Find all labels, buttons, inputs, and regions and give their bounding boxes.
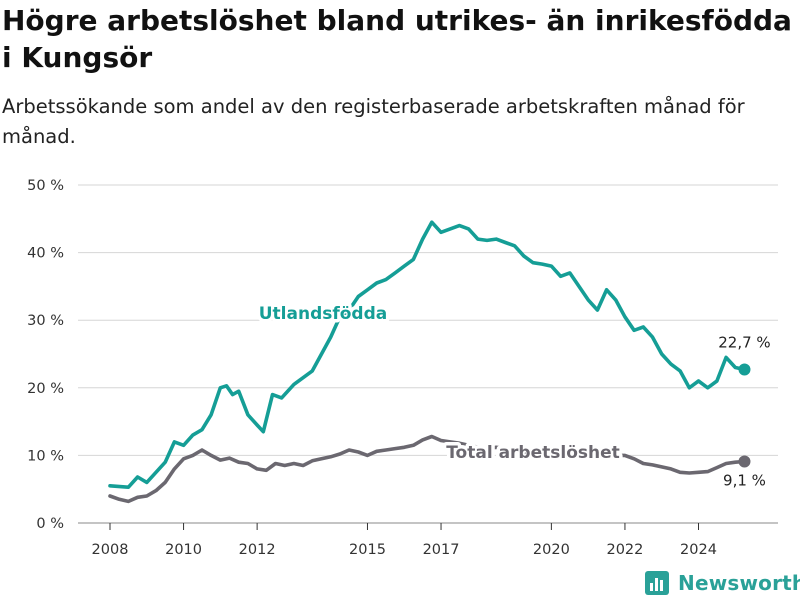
newsworthy-logo: Newsworthy <box>644 568 800 598</box>
axes: 0 % 10 % 20 % 30 % 40 % 50 % 2008 2010 2012 2015 2… <box>27 178 717 558</box>
x-tick-label: 2012 <box>239 542 276 558</box>
x-tick-label: 2015 <box>349 542 386 558</box>
series-end-marker <box>738 455 751 468</box>
series-lines <box>108 220 751 504</box>
y-tick-label: 20 % <box>27 381 64 397</box>
chart-subtitle: Arbetssökande som andel av den registerb… <box>2 95 745 148</box>
x-tick-label: 2017 <box>423 542 460 558</box>
y-tick-label: 0 % <box>36 516 64 532</box>
y-tick-label: 30 % <box>27 313 64 329</box>
y-tick-label: 50 % <box>27 178 64 194</box>
x-tick-label: 2020 <box>533 542 570 558</box>
series-name-halo: Utlandsfödda <box>259 304 388 324</box>
series-name-label: Total arbetslöshet <box>446 443 620 463</box>
series-end-value-label: 9,1 % <box>723 471 766 489</box>
newsworthy-logo-icon <box>645 571 669 595</box>
series-end-marker <box>738 363 751 376</box>
series-line-total <box>108 434 747 504</box>
y-tick-label: 10 % <box>27 448 64 464</box>
x-tick-label: 2008 <box>92 542 129 558</box>
series-name-halo: Total arbetslöshet <box>446 443 620 463</box>
chart-title: Högre arbetslöshet bland utrikes- än inr… <box>2 4 792 74</box>
x-tick-label: 2024 <box>680 542 717 558</box>
series-line-foreign-born <box>108 220 747 489</box>
x-tick-label: 2010 <box>165 542 202 558</box>
y-tick-label: 40 % <box>27 246 64 262</box>
gridlines <box>78 184 778 524</box>
brand-name: Newsworthy <box>678 571 800 595</box>
series-name-label: Utlandsfödda <box>259 304 388 324</box>
x-tick-label: 2022 <box>606 542 643 558</box>
series-end-value-label: 22,7 % <box>718 334 770 352</box>
